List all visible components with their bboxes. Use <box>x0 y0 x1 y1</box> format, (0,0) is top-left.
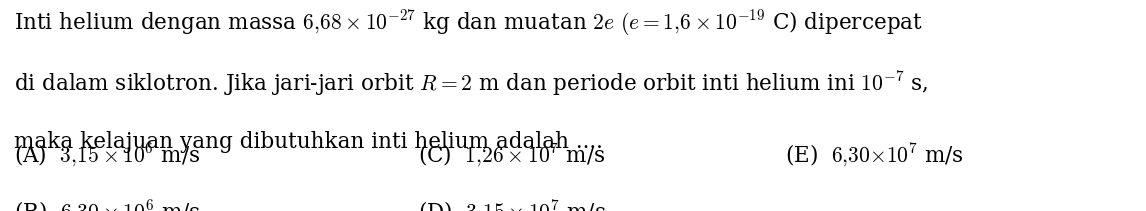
Text: maka kelajuan yang dibutuhkan inti helium adalah ....: maka kelajuan yang dibutuhkan inti heliu… <box>14 131 603 153</box>
Text: (B)  $6{,}30 \times 10^{6}$ m/s: (B) $6{,}30 \times 10^{6}$ m/s <box>14 198 201 211</box>
Text: (D)  $3{,}15 \times 10^{7}$ m/s: (D) $3{,}15 \times 10^{7}$ m/s <box>418 198 606 211</box>
Text: di dalam siklotron. Jika jari-jari orbit $R = 2$ m dan periode orbit inti helium: di dalam siklotron. Jika jari-jari orbit… <box>14 70 928 98</box>
Text: Inti helium dengan massa $6{,}68 \times 10^{-27}$ kg dan muatan $2e$ $(e = 1{,}6: Inti helium dengan massa $6{,}68 \times … <box>14 8 923 38</box>
Text: (E)  $6{,}30{\times} 10^{7}$ m/s: (E) $6{,}30{\times} 10^{7}$ m/s <box>785 141 964 169</box>
Text: (C)  $1{,}26 \times 10^{7}$ m/s: (C) $1{,}26 \times 10^{7}$ m/s <box>418 141 605 169</box>
Text: (A)  $3{,}15 \times 10^{6}$ m/s: (A) $3{,}15 \times 10^{6}$ m/s <box>14 141 201 169</box>
